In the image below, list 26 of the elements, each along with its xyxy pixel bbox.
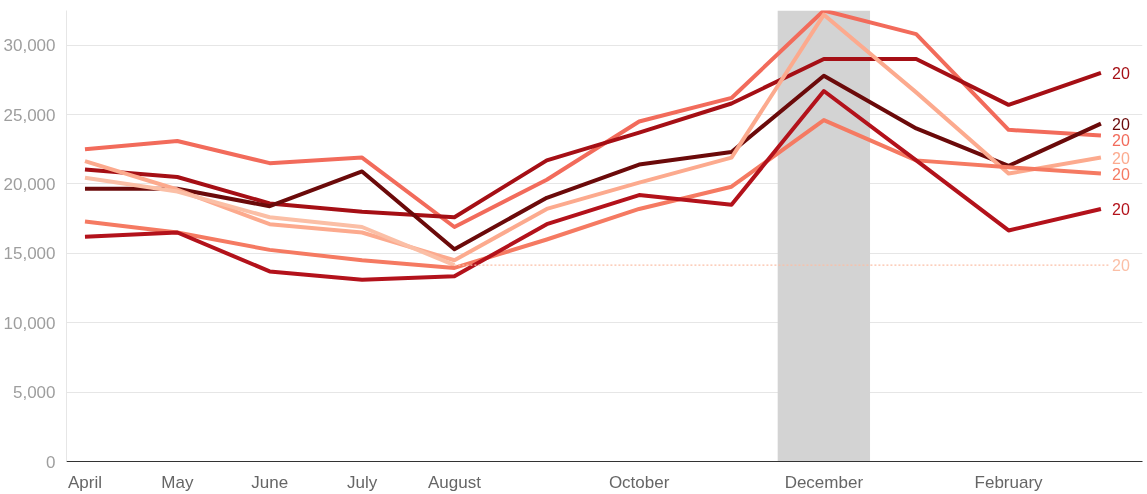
y-tick-label: 25,000 xyxy=(3,105,56,125)
x-tick-label: July xyxy=(346,472,378,492)
x-tick-label: May xyxy=(161,472,194,492)
x-tick-label: February xyxy=(974,472,1044,492)
series-label: 20 xyxy=(1112,165,1130,183)
series-label: 20 xyxy=(1112,149,1130,167)
x-tick-label: August xyxy=(427,472,482,492)
y-tick-label: 15,000 xyxy=(3,244,56,264)
series-label: 20 xyxy=(1112,64,1130,82)
x-tick-label: October xyxy=(608,472,670,492)
y-tick-label: 10,000 xyxy=(3,313,56,333)
line-series xyxy=(82,57,1103,220)
text: 20 xyxy=(1112,257,1130,275)
series-label: 20 xyxy=(1112,131,1130,149)
y-tick-label: 20,000 xyxy=(3,174,56,194)
y-tick-label: 30,000 xyxy=(3,36,56,56)
line-series xyxy=(82,88,1103,282)
y-tick-label: 0 xyxy=(46,452,56,472)
series-label: 20 xyxy=(1112,115,1130,133)
line-series xyxy=(82,118,1103,270)
x-tick-label: June xyxy=(251,472,289,492)
line-series xyxy=(82,73,1103,252)
x-tick-label: December xyxy=(784,472,864,492)
y-tick-label: 5,000 xyxy=(12,383,56,403)
x-tick-label: April xyxy=(67,472,102,492)
series-label: 20 xyxy=(1112,200,1130,218)
